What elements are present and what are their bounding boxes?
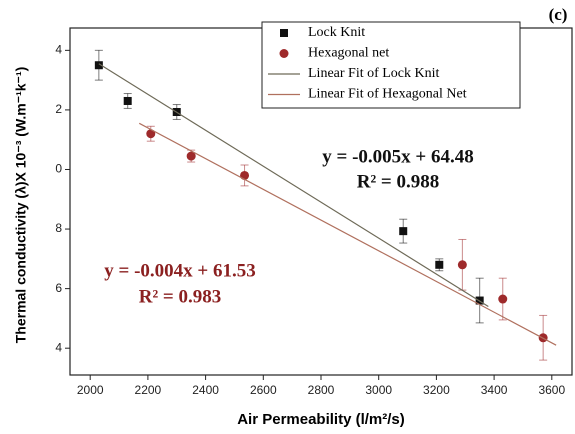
y-tick-label: 8	[55, 221, 62, 235]
point	[457, 260, 467, 270]
legend-label: Lock Knit	[308, 25, 365, 40]
point	[399, 227, 408, 236]
y-axis-label: Thermal conductivity (λ)X 10⁻³ (W.m⁻¹k⁻¹…	[13, 67, 29, 344]
legend-label: Linear Fit of Hexagonal Net	[308, 87, 467, 102]
x-tick-label: 3200	[423, 383, 450, 397]
fit-line	[98, 63, 489, 308]
legend-marker	[279, 49, 289, 58]
annotation: R² = 0.983	[139, 286, 222, 307]
point	[146, 129, 156, 139]
legend-label: Linear Fit of Lock Knit	[308, 66, 440, 81]
legend-box	[261, 21, 521, 109]
y-tick-label: 2	[55, 102, 62, 116]
y-tick-label: 0	[55, 162, 62, 176]
x-tick-label: 2600	[250, 383, 277, 397]
x-axis-label: Air Permeability (l/m²/s)	[237, 411, 405, 428]
x-tick-label: 2400	[192, 383, 219, 397]
annotation: y = -0.005x + 64.48	[322, 146, 473, 167]
x-tick-label: 2200	[135, 383, 162, 397]
point	[123, 96, 132, 105]
point	[94, 61, 103, 70]
x-tick-label: 2000	[77, 383, 104, 397]
annotation: R² = 0.988	[357, 171, 440, 192]
y-tick-label: 4	[55, 340, 62, 354]
x-tick-label: 3000	[365, 383, 392, 397]
fit-line	[138, 122, 557, 346]
point	[435, 260, 444, 269]
x-tick-label: 3600	[538, 383, 565, 397]
x-tick-label: 3400	[481, 383, 508, 397]
x-tick-label: 2800	[308, 383, 335, 397]
legend-label: Hexagonal net	[308, 46, 389, 61]
annotation: y = -0.004x + 61.53	[104, 260, 255, 281]
point	[186, 151, 196, 161]
y-tick-label: 4	[55, 43, 62, 57]
legend-marker	[280, 29, 288, 37]
panel-label: (c)	[549, 5, 568, 24]
point	[240, 170, 250, 180]
y-tick-label: 6	[55, 281, 62, 295]
point	[498, 294, 508, 304]
